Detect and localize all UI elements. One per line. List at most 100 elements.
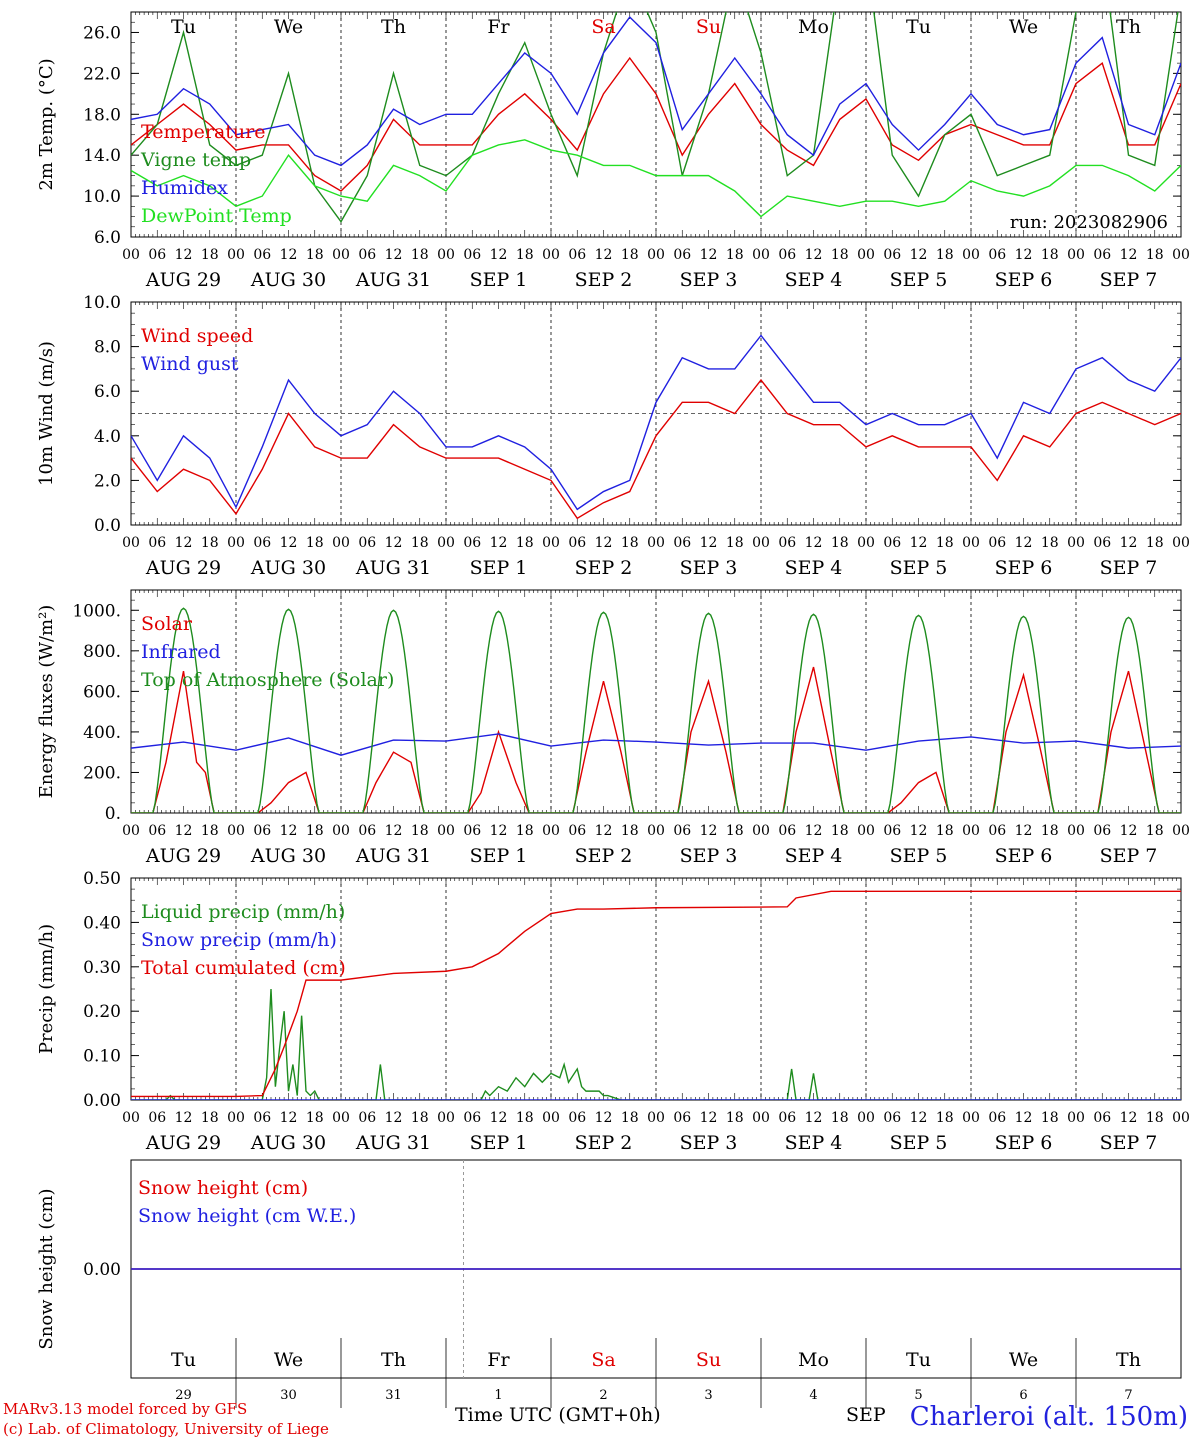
x-hour-label: 18 xyxy=(936,535,954,551)
x-date-label: SEP 7 xyxy=(1100,845,1158,867)
model-credit: MARv3.13 model forced by GFS xyxy=(3,1400,248,1418)
lab-credit: (c) Lab. of Climatology, University of L… xyxy=(3,1420,329,1438)
x-hour-label: 12 xyxy=(1015,535,1033,551)
x-hour-label: 00 xyxy=(1067,823,1085,839)
x-hour-label: 12 xyxy=(805,535,823,551)
x-hour-label: 06 xyxy=(988,247,1006,263)
x-hour-label: 12 xyxy=(910,247,928,263)
x-hour-label: 18 xyxy=(831,823,849,839)
y-tick-label: 10.0 xyxy=(83,187,121,207)
weekday-label: Fr xyxy=(487,1349,510,1371)
time-axis-label: Time UTC (GMT+0h) xyxy=(455,1404,661,1426)
y-tick-label: 0.30 xyxy=(83,958,121,978)
x-hour-label: 12 xyxy=(595,1110,613,1126)
x-hour-label: 18 xyxy=(726,823,744,839)
x-hour-label: 06 xyxy=(148,247,166,263)
x-hour-label: 00 xyxy=(752,535,770,551)
x-hour-label: 18 xyxy=(516,823,534,839)
x-date-label: SEP 5 xyxy=(890,269,948,291)
x-hour-label: 06 xyxy=(673,1110,691,1126)
x-hour-label: 00 xyxy=(122,535,140,551)
x-hour-label: 06 xyxy=(148,1110,166,1126)
x-hour-label: 00 xyxy=(1172,247,1190,263)
x-date-label: SEP 1 xyxy=(470,557,528,579)
x-hour-label: 06 xyxy=(568,247,586,263)
x-date-label: SEP 1 xyxy=(470,269,528,291)
x-hour-label: 06 xyxy=(568,535,586,551)
y-tick-label: 6.0 xyxy=(94,382,121,402)
x-hour-label: 06 xyxy=(673,247,691,263)
x-hour-label: 00 xyxy=(962,535,980,551)
panel-snow: 0.00 Snow height (cm) Snow height (cm) Snow… xyxy=(36,1159,1182,1408)
month-label: SEP xyxy=(846,1404,886,1426)
x-hour-label: 06 xyxy=(1093,247,1111,263)
x-hour-label: 12 xyxy=(700,823,718,839)
weekday-label: We xyxy=(1009,16,1038,38)
x-hour-label: 06 xyxy=(463,535,481,551)
x-hour-label: 18 xyxy=(726,247,744,263)
panel-wind: 0.0 2.0 4.0 6.0 8.0 10.0 10m Wind (m/s) Wind sp… xyxy=(36,293,1190,579)
y-tick-label: 800. xyxy=(83,642,121,662)
y-axis-label: Snow height (cm) xyxy=(36,1188,57,1349)
x-hour-label: 12 xyxy=(385,535,403,551)
x-hour-label: 18 xyxy=(201,247,219,263)
y-tick-label: 600. xyxy=(83,682,121,702)
x-date-label: SEP 6 xyxy=(995,1132,1053,1154)
x-hour-label: 00 xyxy=(227,247,245,263)
x-hour-label: 12 xyxy=(175,535,193,551)
x-hour-label: 18 xyxy=(1041,823,1059,839)
series-line xyxy=(131,607,1181,813)
x-hour-label: 18 xyxy=(621,1110,639,1126)
x-hour-label: 12 xyxy=(805,823,823,839)
date-number: 7 xyxy=(1124,1388,1132,1403)
date-number: 4 xyxy=(809,1388,817,1403)
x-hour-label: 12 xyxy=(910,1110,928,1126)
x-date-label: SEP 5 xyxy=(890,557,948,579)
weekday-label: Su xyxy=(696,16,721,38)
x-hour-label: 00 xyxy=(1172,1110,1190,1126)
y-tick-label: 0.20 xyxy=(83,1002,121,1022)
legend-entry: Infrared xyxy=(141,641,221,663)
x-hour-label: 12 xyxy=(1015,1110,1033,1126)
weekday-label: Sa xyxy=(591,16,615,38)
y-tick-label: 8.0 xyxy=(94,338,121,358)
x-hour-label: 06 xyxy=(358,535,376,551)
x-hour-label: 18 xyxy=(1146,823,1164,839)
x-hour-label: 06 xyxy=(1093,535,1111,551)
x-date-label: SEP 4 xyxy=(785,269,843,291)
x-hour-label: 06 xyxy=(253,823,271,839)
x-hour-label: 00 xyxy=(437,1110,455,1126)
x-hour-label: 12 xyxy=(910,823,928,839)
series-line xyxy=(131,666,1181,813)
x-hour-label: 18 xyxy=(306,1110,324,1126)
weekday-label: Tu xyxy=(906,1349,931,1371)
weekday-label: Tu xyxy=(906,16,931,38)
x-hour-label: 00 xyxy=(962,1110,980,1126)
legend-entry: DewPoint Temp xyxy=(141,205,292,227)
x-hour-label: 18 xyxy=(936,247,954,263)
x-hour-label: 18 xyxy=(306,535,324,551)
weekday-label: Su xyxy=(696,1349,721,1371)
x-hour-label: 12 xyxy=(1120,823,1138,839)
x-hour-label: 06 xyxy=(253,535,271,551)
x-hour-label: 12 xyxy=(490,823,508,839)
x-hour-label: 06 xyxy=(778,535,796,551)
x-hour-label: 06 xyxy=(778,823,796,839)
x-hour-label: 12 xyxy=(385,1110,403,1126)
x-hour-label: 06 xyxy=(1093,823,1111,839)
weekday-label: We xyxy=(274,16,303,38)
x-hour-label: 00 xyxy=(962,247,980,263)
y-tick-label: 200. xyxy=(83,763,121,783)
x-hour-label: 06 xyxy=(568,823,586,839)
x-hour-label: 18 xyxy=(411,535,429,551)
series-line xyxy=(131,733,1181,756)
y-axis-label: 2m Temp. (°C) xyxy=(36,58,57,190)
y-tick-label: 0.0 xyxy=(94,516,121,536)
date-number: 6 xyxy=(1019,1388,1027,1403)
x-date-label: AUG 31 xyxy=(355,845,431,867)
legend-entry: Temperature xyxy=(141,121,265,143)
y-axis-label: 10m Wind (m/s) xyxy=(36,341,57,486)
x-hour-label: 12 xyxy=(490,535,508,551)
x-hour-label: 12 xyxy=(700,535,718,551)
x-hour-label: 18 xyxy=(411,247,429,263)
